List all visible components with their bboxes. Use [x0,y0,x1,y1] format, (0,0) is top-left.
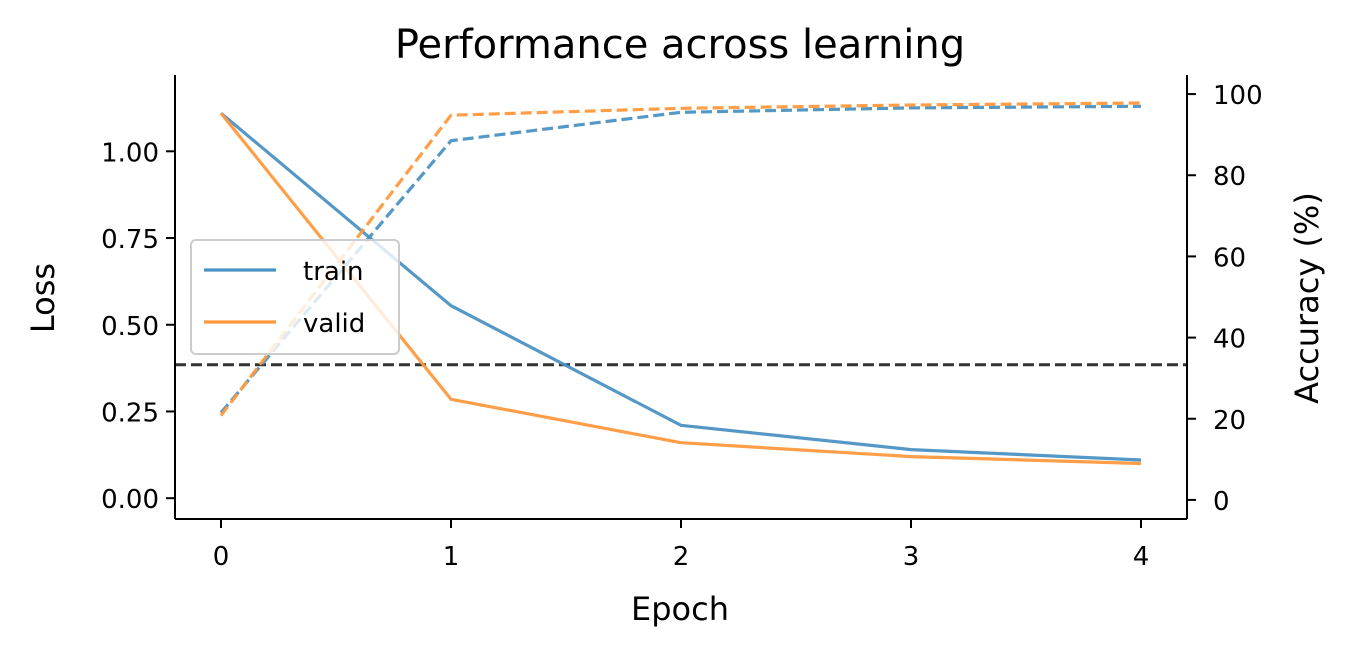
y-tick-label-right: 60 [1213,243,1246,273]
y-tick-label-right: 100 [1213,81,1263,111]
legend: train valid [191,240,399,354]
x-tick-label: 4 [1133,542,1150,572]
x-tick-label: 0 [213,542,230,572]
x-axis-title: Epoch [631,590,729,628]
legend-label-train: train [303,257,364,287]
y-tick-label-right: 80 [1213,162,1246,192]
y-tick-label-left: 0.75 [101,225,159,255]
y-axis-title-left: Loss [24,263,62,333]
y-tick-label-left: 0.25 [101,398,159,428]
x-tick-label: 1 [443,542,460,572]
x-tick-label: 2 [673,542,690,572]
y-tick-label-left: 0.50 [101,312,159,342]
chart-title: Performance across learning [395,22,965,68]
y-axis-title-right: Accuracy (%) [1288,192,1326,404]
x-tick-label: 3 [903,542,920,572]
y-tick-label-left: 0.00 [101,485,159,515]
y-tick-label-left: 1.00 [101,138,159,168]
y-tick-label-right: 20 [1213,406,1246,436]
legend-label-valid: valid [303,309,365,339]
y-tick-label-right: 0 [1213,487,1230,517]
y-tick-label-right: 40 [1213,325,1246,355]
legend-box [191,240,399,354]
